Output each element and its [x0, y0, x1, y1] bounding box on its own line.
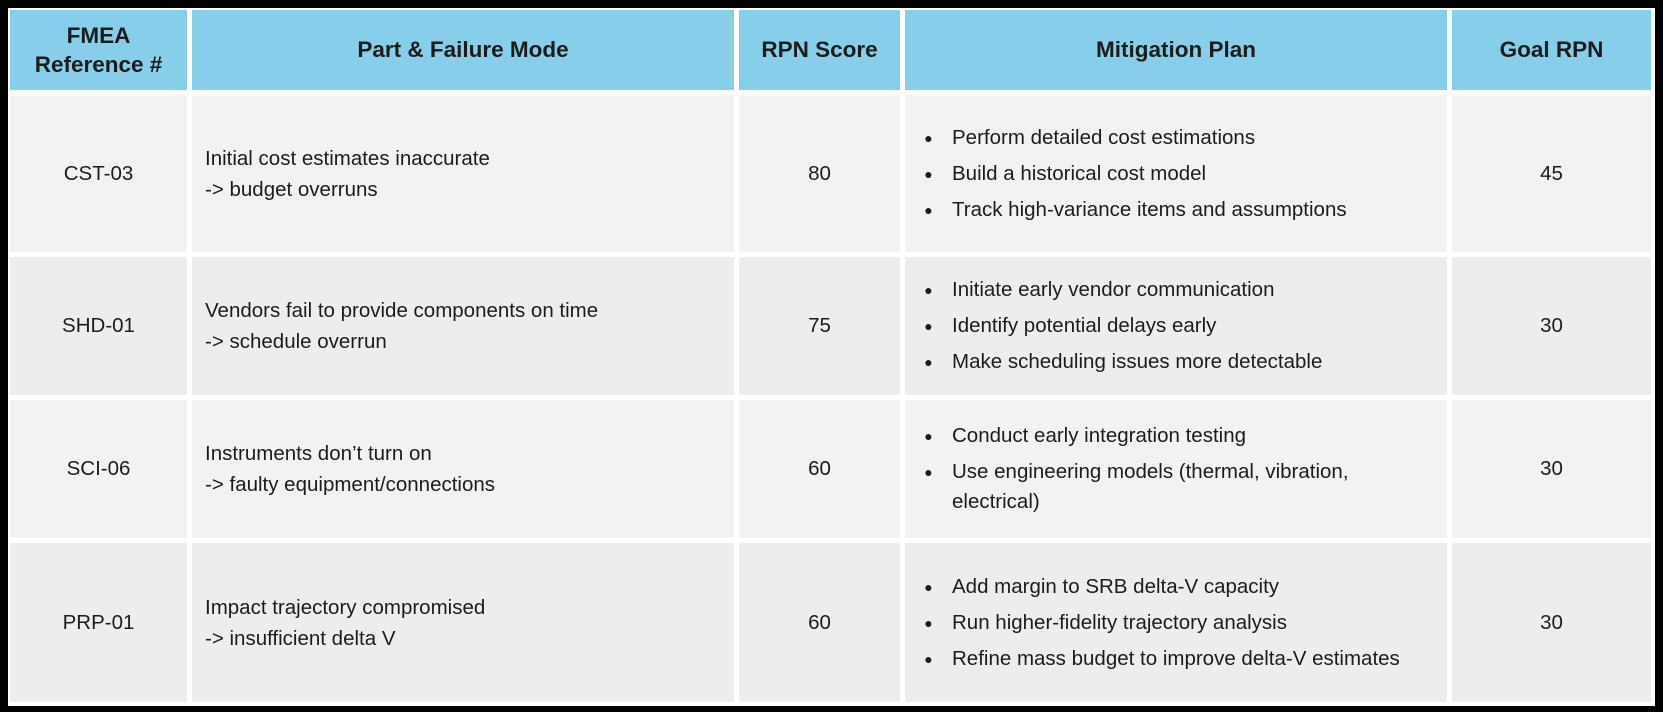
- mitigation-text: Initiate early vendor communication: [952, 278, 1275, 301]
- cell-goal-rpn: 30: [1452, 400, 1651, 538]
- list-item: ● Initiate early vendor communication: [905, 275, 1437, 305]
- column-header-mitigation-plan: Mitigation Plan: [905, 10, 1447, 90]
- column-header-rpn-score: RPN Score: [739, 10, 900, 90]
- mitigation-list: ● Perform detailed cost estimations ● Bu…: [905, 117, 1437, 231]
- cell-mitigation-plan: ● Conduct early integration testing ● Us…: [905, 400, 1447, 538]
- bullet-icon: ●: [924, 464, 933, 480]
- bullet-icon: ●: [924, 614, 933, 631]
- cell-goal-rpn: 30: [1452, 543, 1651, 702]
- list-item: ● Track high-variance items and assumpti…: [905, 195, 1437, 225]
- mitigation-list: ● Add margin to SRB delta-V capacity ● R…: [905, 566, 1437, 680]
- bullet-icon: ●: [924, 650, 933, 667]
- list-item: ● Build a historical cost model: [905, 159, 1437, 189]
- cell-rpn-score: 60: [739, 400, 900, 538]
- cell-fmea-ref: CST-03: [10, 95, 187, 252]
- mitigation-text: Add margin to SRB delta-V capacity: [952, 574, 1280, 598]
- cell-failure-mode: Impact trajectory compromised -> insuffi…: [192, 543, 734, 702]
- failure-mode-line: Vendors fail to provide components on ti…: [205, 299, 599, 322]
- failure-mode-line: Instruments don’t turn on: [205, 442, 432, 465]
- cell-failure-mode: Vendors fail to provide components on ti…: [192, 257, 734, 395]
- mitigation-text: Use engineering models (thermal, vibrati…: [952, 460, 1349, 513]
- mitigation-text: Conduct early integration testing: [952, 424, 1247, 447]
- failure-effect-line: -> budget overruns: [205, 177, 378, 201]
- mitigation-text: Build a historical cost model: [952, 161, 1207, 185]
- mitigation-list: ● Conduct early integration testing ● Us…: [905, 415, 1437, 523]
- column-header-part-failure-mode: Part & Failure Mode: [192, 10, 734, 90]
- bullet-icon: ●: [924, 129, 933, 146]
- mitigation-text: Track high-variance items and assumption…: [952, 197, 1347, 221]
- cell-mitigation-plan: ● Add margin to SRB delta-V capacity ● R…: [905, 543, 1447, 702]
- list-item: ● Refine mass budget to improve delta-V …: [905, 644, 1437, 674]
- list-item: ● Use engineering models (thermal, vibra…: [905, 457, 1437, 517]
- mitigation-text: Refine mass budget to improve delta-V es…: [952, 646, 1400, 670]
- failure-mode-line: Impact trajectory compromised: [205, 595, 486, 619]
- column-header-goal-rpn: Goal RPN: [1452, 10, 1651, 90]
- mitigation-text: Identify potential delays early: [952, 314, 1217, 337]
- bullet-icon: ●: [924, 165, 933, 182]
- cell-fmea-ref: SCI-06: [10, 400, 187, 538]
- mitigation-text: Perform detailed cost estimations: [952, 125, 1256, 149]
- failure-effect-line: -> schedule overrun: [205, 330, 387, 353]
- list-item: ● Conduct early integration testing: [905, 421, 1437, 451]
- cell-rpn-score: 80: [739, 95, 900, 252]
- cell-fmea-ref: PRP-01: [10, 543, 187, 702]
- cell-rpn-score: 75: [739, 257, 900, 395]
- failure-effect-line: -> insufficient delta V: [205, 626, 396, 650]
- bullet-icon: ●: [924, 428, 933, 444]
- cell-goal-rpn: 45: [1452, 95, 1651, 252]
- list-item: ● Make scheduling issues more detectable: [905, 347, 1437, 377]
- mitigation-text: Run higher-fidelity trajectory analysis: [952, 610, 1287, 634]
- cell-failure-mode: Initial cost estimates inaccurate -> bud…: [192, 95, 734, 252]
- list-item: ● Run higher-fidelity trajectory analysi…: [905, 608, 1437, 638]
- mitigation-text: Make scheduling issues more detectable: [952, 350, 1323, 373]
- fmea-table: FMEA Reference # Part & Failure Mode RPN…: [8, 8, 1655, 706]
- cell-rpn-score: 60: [739, 543, 900, 702]
- bullet-icon: ●: [924, 282, 933, 298]
- failure-effect-line: -> faulty equipment/connections: [205, 473, 496, 496]
- bullet-icon: ●: [924, 354, 933, 370]
- bullet-icon: ●: [924, 201, 933, 218]
- cell-goal-rpn: 30: [1452, 257, 1651, 395]
- fmea-table-grid: FMEA Reference # Part & Failure Mode RPN…: [10, 10, 1651, 702]
- list-item: ● Perform detailed cost estimations: [905, 123, 1437, 153]
- column-header-fmea-reference: FMEA Reference #: [10, 10, 187, 90]
- cell-failure-mode: Instruments don’t turn on -> faulty equi…: [192, 400, 734, 538]
- cell-mitigation-plan: ● Perform detailed cost estimations ● Bu…: [905, 95, 1447, 252]
- cell-mitigation-plan: ● Initiate early vendor communication ● …: [905, 257, 1447, 395]
- list-item: ● Add margin to SRB delta-V capacity: [905, 572, 1437, 602]
- bullet-icon: ●: [924, 578, 933, 595]
- list-item: ● Identify potential delays early: [905, 311, 1437, 341]
- failure-mode-line: Initial cost estimates inaccurate: [205, 146, 490, 170]
- cell-fmea-ref: SHD-01: [10, 257, 187, 395]
- bullet-icon: ●: [924, 318, 933, 334]
- mitigation-list: ● Initiate early vendor communication ● …: [905, 269, 1437, 383]
